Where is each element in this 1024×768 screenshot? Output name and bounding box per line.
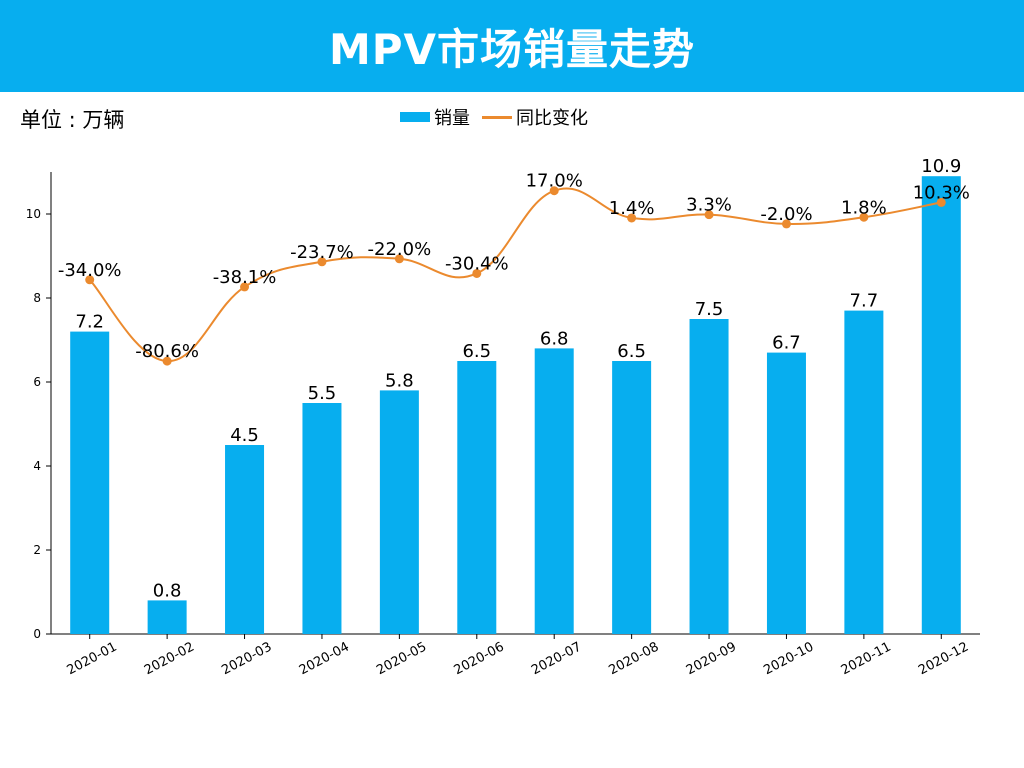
yoy-point [85, 275, 95, 285]
yoy-point-label: -80.6% [135, 341, 199, 362]
sales-bar [70, 331, 110, 634]
yoy-point [627, 213, 637, 223]
sales-bar-label: 6.7 [772, 333, 801, 354]
yoy-point [781, 219, 791, 229]
yoy-point [936, 197, 946, 207]
legend-yoy-label: 同比变化 [516, 108, 588, 129]
yoy-point-label: -38.1% [213, 267, 277, 288]
legend-sales-label: 销量 [434, 108, 470, 129]
yoy-point-label: 10.3% [913, 182, 970, 203]
y-tick-label: 4 [33, 459, 41, 473]
yoy-point-label: 1.4% [609, 198, 655, 219]
x-tick-label: 2020-07 [529, 640, 584, 679]
sales-bar-label: 7.2 [75, 312, 104, 333]
legend-item-yoy: 同比变化 [482, 104, 588, 130]
yoy-point-label: 3.3% [686, 195, 732, 216]
x-tick-label: 2020-03 [219, 640, 274, 679]
yoy-point-label: -30.4% [445, 253, 509, 274]
yoy-point [317, 257, 327, 267]
sales-bar [612, 361, 652, 634]
x-tick-label: 2020-08 [606, 640, 661, 679]
y-tick-label: 0 [33, 627, 41, 641]
sales-bar [457, 361, 497, 634]
yoy-point-label: 17.0% [526, 171, 583, 192]
sales-bar [534, 348, 574, 634]
yoy-point-label: -2.0% [760, 204, 812, 225]
sales-bar [689, 319, 729, 634]
sales-bar-label: 7.5 [695, 299, 724, 320]
yoy-point [472, 268, 482, 278]
yoy-point-label: -23.7% [290, 242, 354, 263]
yoy-point [859, 212, 869, 222]
legend-item-sales: 销量 [400, 104, 470, 130]
unit-label: 单位 : 万辆 [20, 108, 125, 132]
sales-bar-label: 5.5 [308, 383, 337, 404]
sales-bar-label: 6.5 [462, 341, 491, 362]
page-title: MPV市场销量走势 [328, 24, 696, 74]
sales-bar-label: 7.7 [850, 291, 879, 312]
x-tick-label: 2020-12 [916, 640, 971, 679]
sales-bar-label: 4.5 [230, 425, 259, 446]
x-tick-label: 2020-05 [374, 640, 429, 679]
legend-bar-swatch [400, 112, 430, 122]
x-tick-label: 2020-10 [761, 640, 816, 679]
x-tick-label: 2020-04 [297, 640, 352, 679]
sales-bar [921, 176, 961, 634]
x-tick-label: 2020-02 [142, 640, 197, 679]
sales-bar-label: 10.9 [921, 156, 961, 177]
x-tick-label: 2020-01 [65, 640, 120, 679]
x-tick-label: 2020-06 [452, 640, 507, 679]
x-tick-label: 2020-11 [839, 640, 894, 679]
sales-bar [844, 310, 884, 634]
yoy-point [394, 254, 404, 264]
sales-bar [766, 352, 806, 634]
sales-bar-label: 6.5 [617, 341, 646, 362]
sales-bar-label: 6.8 [540, 328, 569, 349]
yoy-point [704, 210, 714, 220]
title-banner: MPV市场销量走势 [0, 0, 1024, 92]
sales-bar [379, 390, 419, 634]
sales-bar [147, 600, 187, 634]
y-tick-label: 8 [33, 291, 41, 305]
yoy-point [162, 356, 172, 366]
yoy-point [549, 186, 559, 196]
yoy-point [240, 282, 250, 292]
y-tick-label: 2 [33, 543, 41, 557]
sales-bar-label: 0.8 [153, 580, 182, 601]
y-tick-label: 10 [26, 207, 41, 221]
yoy-point-label: 1.8% [841, 197, 887, 218]
sales-bar-label: 5.8 [385, 370, 414, 391]
x-tick-label: 2020-09 [684, 640, 739, 679]
yoy-point-label: -34.0% [58, 260, 122, 281]
y-tick-label: 6 [33, 375, 41, 389]
sales-bar [225, 445, 265, 634]
yoy-point-label: -22.0% [368, 239, 432, 260]
chart-legend: 销量 同比变化 [400, 104, 600, 130]
legend-line-swatch [482, 115, 512, 119]
sales-bar [302, 403, 342, 634]
